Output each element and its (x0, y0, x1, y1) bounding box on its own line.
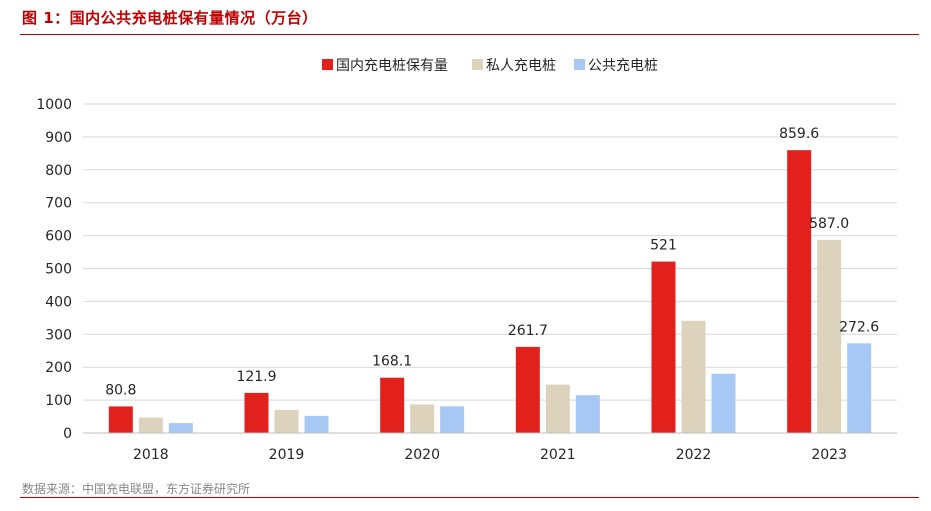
x-tick-label: 2019 (269, 447, 305, 463)
data-label: 521 (650, 238, 677, 254)
bar-chart: 国内充电桩保有量 私人充电桩 公共充电桩 0 100 200 300 400 500 600 70… (36, 57, 897, 463)
legend-swatch-series-2 (472, 59, 483, 70)
data-label: 587.0 (809, 216, 849, 232)
bar-2021-series-3 (575, 395, 600, 433)
legend-swatch-series-3 (574, 59, 585, 70)
footer-divider (20, 497, 919, 498)
y-tick-label: 900 (45, 130, 72, 146)
figure-title: 图 1：国内公共充电桩保有量情况（万台） (22, 9, 318, 27)
y-tick-label: 1000 (36, 97, 72, 113)
y-tick-label: 700 (45, 196, 72, 212)
legend-swatch-series-1 (322, 59, 333, 70)
bar-2020-series-2 (410, 404, 435, 433)
x-tick-label: 2018 (133, 447, 169, 463)
y-axis: 0 100 200 300 400 500 600 700 800 900 1000 (36, 97, 72, 442)
chart-legend: 国内充电桩保有量 私人充电桩 公共充电桩 (322, 57, 658, 74)
bar-2019-series-2 (274, 409, 299, 433)
y-tick-label: 600 (45, 229, 72, 245)
y-tick-label: 400 (45, 294, 72, 310)
bar-2023-series-2 (817, 239, 842, 433)
bar-2023-series-1 (787, 150, 812, 434)
data-labels: 80.8 121.9 168.1 261.7 521 859.6 587.0 272.6 (105, 126, 879, 398)
bar-2022-series-3 (711, 373, 736, 433)
y-tick-label: 0 (63, 426, 72, 442)
bar-2022-series-1 (651, 261, 676, 433)
y-tick-label: 100 (45, 393, 72, 409)
data-label: 859.6 (779, 126, 819, 142)
data-label: 80.8 (105, 382, 136, 398)
legend-label: 私人充电桩 (486, 57, 556, 74)
data-label: 272.6 (839, 319, 879, 335)
data-label: 121.9 (236, 369, 276, 385)
bar-2020-series-3 (440, 406, 465, 433)
x-tick-label: 2022 (676, 447, 712, 463)
y-tick-label: 800 (45, 163, 72, 179)
bar-2020-series-1 (380, 377, 405, 433)
data-label: 168.1 (372, 354, 412, 370)
legend-label: 国内充电桩保有量 (336, 57, 448, 74)
y-tick-label: 500 (45, 262, 72, 278)
bar-2019-series-1 (244, 392, 269, 433)
bar-2022-series-2 (681, 320, 706, 433)
bar-2021-series-2 (545, 384, 570, 433)
bar-2021-series-1 (515, 346, 540, 433)
legend-label: 公共充电桩 (588, 57, 658, 74)
y-tick-label: 200 (45, 360, 72, 376)
bar-2023-series-3 (847, 343, 872, 433)
bars (108, 150, 872, 434)
bar-2018-series-1 (108, 406, 133, 433)
x-tick-label: 2020 (404, 447, 440, 463)
x-axis: 2018 2019 2020 2021 2022 2023 (83, 432, 897, 463)
bar-2018-series-3 (168, 423, 193, 433)
source-note: 数据来源：中国充电联盟，东方证券研究所 (22, 482, 251, 496)
gridlines (83, 103, 897, 401)
title-divider (20, 34, 919, 35)
x-tick-label: 2021 (540, 447, 576, 463)
bar-2019-series-3 (304, 415, 329, 433)
data-label: 261.7 (508, 323, 548, 339)
y-tick-label: 300 (45, 327, 72, 343)
x-tick-label: 2023 (811, 447, 847, 463)
bar-2018-series-2 (138, 417, 163, 433)
